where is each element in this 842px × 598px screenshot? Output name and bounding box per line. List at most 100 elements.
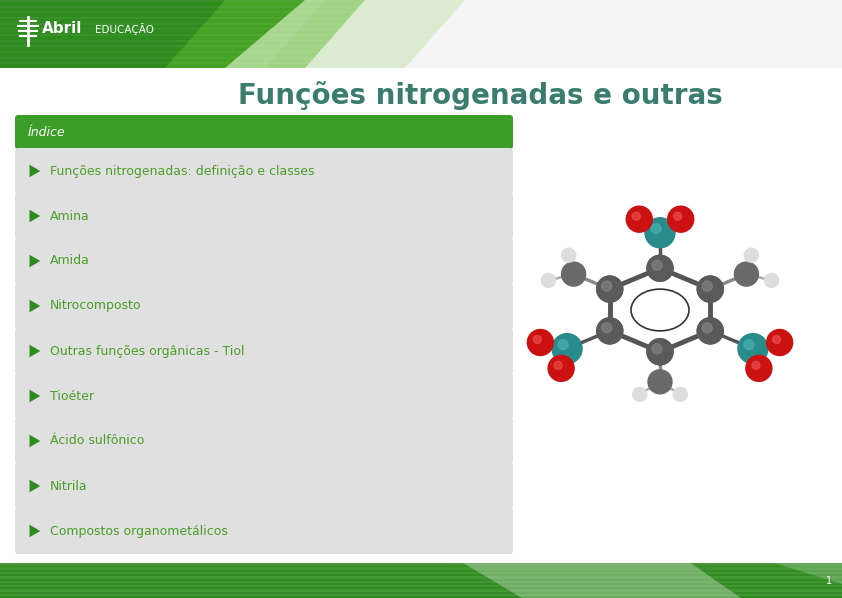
- Circle shape: [558, 340, 568, 350]
- Text: Outras funções orgânicas - Tiol: Outras funções orgânicas - Tiol: [50, 344, 244, 358]
- Circle shape: [597, 318, 623, 344]
- Bar: [0, 572, 842, 573]
- Circle shape: [702, 281, 712, 291]
- Polygon shape: [0, 0, 305, 68]
- Polygon shape: [0, 34, 842, 36]
- FancyBboxPatch shape: [15, 463, 513, 509]
- Circle shape: [541, 273, 556, 288]
- Circle shape: [602, 323, 612, 333]
- Polygon shape: [606, 563, 842, 584]
- Text: Tioéter: Tioéter: [50, 389, 94, 402]
- FancyBboxPatch shape: [15, 283, 513, 329]
- FancyBboxPatch shape: [15, 373, 513, 419]
- Circle shape: [652, 344, 662, 354]
- Circle shape: [766, 329, 792, 355]
- Polygon shape: [0, 45, 842, 47]
- Circle shape: [652, 344, 662, 354]
- Circle shape: [548, 355, 574, 382]
- Circle shape: [738, 334, 768, 364]
- Circle shape: [533, 335, 541, 343]
- Circle shape: [597, 276, 623, 302]
- FancyBboxPatch shape: [15, 328, 513, 374]
- Bar: [0, 581, 842, 582]
- Circle shape: [562, 262, 585, 286]
- Polygon shape: [0, 51, 842, 53]
- Circle shape: [632, 388, 647, 401]
- Polygon shape: [0, 5, 842, 8]
- Circle shape: [562, 248, 576, 262]
- Circle shape: [647, 338, 673, 365]
- Circle shape: [645, 218, 675, 248]
- FancyBboxPatch shape: [15, 418, 513, 464]
- FancyBboxPatch shape: [15, 148, 513, 194]
- Circle shape: [674, 388, 687, 401]
- Polygon shape: [0, 11, 842, 13]
- Polygon shape: [0, 39, 842, 42]
- Text: Funções nitrogenadas: definição e classes: Funções nitrogenadas: definição e classe…: [50, 164, 315, 178]
- Polygon shape: [29, 390, 40, 402]
- Circle shape: [597, 276, 623, 302]
- Text: Ácido sulfônico: Ácido sulfônico: [50, 435, 144, 447]
- Circle shape: [702, 281, 712, 291]
- Bar: [0, 576, 842, 578]
- Circle shape: [652, 260, 662, 270]
- Circle shape: [647, 255, 673, 281]
- Bar: [0, 585, 842, 587]
- Polygon shape: [463, 563, 741, 598]
- Circle shape: [744, 340, 754, 350]
- Polygon shape: [29, 435, 40, 447]
- Text: Compostos organometálicos: Compostos organometálicos: [50, 524, 228, 538]
- Circle shape: [554, 361, 562, 370]
- Text: Índice: Índice: [28, 126, 66, 139]
- Circle shape: [697, 276, 723, 302]
- Bar: [0, 563, 842, 565]
- Circle shape: [647, 338, 673, 365]
- Circle shape: [626, 206, 653, 232]
- Circle shape: [765, 273, 779, 288]
- Polygon shape: [0, 0, 842, 2]
- Bar: [0, 563, 842, 598]
- Bar: [0, 594, 842, 595]
- Text: Nitrila: Nitrila: [50, 480, 88, 493]
- Polygon shape: [0, 57, 842, 59]
- Circle shape: [697, 318, 723, 344]
- Circle shape: [552, 334, 582, 364]
- Text: Funções nitrogenadas e outras: Funções nitrogenadas e outras: [237, 81, 722, 111]
- Circle shape: [702, 323, 712, 333]
- Circle shape: [632, 212, 640, 220]
- Circle shape: [702, 323, 712, 333]
- Bar: [0, 568, 842, 569]
- FancyBboxPatch shape: [15, 115, 513, 149]
- Polygon shape: [165, 0, 365, 68]
- Circle shape: [527, 329, 553, 355]
- Circle shape: [697, 318, 723, 344]
- Circle shape: [752, 361, 759, 370]
- Text: Amina: Amina: [50, 209, 90, 222]
- FancyBboxPatch shape: [15, 238, 513, 284]
- Text: EDUCAÇÃO: EDUCAÇÃO: [95, 23, 154, 35]
- Circle shape: [602, 281, 612, 291]
- Circle shape: [602, 281, 612, 291]
- Circle shape: [674, 212, 682, 220]
- Circle shape: [652, 260, 662, 270]
- Circle shape: [597, 318, 623, 344]
- Polygon shape: [29, 210, 40, 222]
- Polygon shape: [0, 62, 842, 65]
- Bar: [0, 589, 842, 591]
- Text: 1: 1: [826, 575, 832, 585]
- Text: Nitrocomposto: Nitrocomposto: [50, 300, 141, 313]
- Circle shape: [734, 262, 759, 286]
- Bar: [0, 68, 842, 563]
- Text: Abril: Abril: [42, 21, 83, 36]
- Polygon shape: [29, 300, 40, 312]
- Circle shape: [651, 224, 661, 234]
- Circle shape: [746, 355, 772, 382]
- Polygon shape: [29, 524, 40, 537]
- Text: Amida: Amida: [50, 255, 90, 267]
- Polygon shape: [0, 23, 842, 25]
- Polygon shape: [29, 164, 40, 177]
- Circle shape: [647, 255, 673, 281]
- Circle shape: [602, 323, 612, 333]
- FancyBboxPatch shape: [15, 508, 513, 554]
- Circle shape: [648, 370, 672, 394]
